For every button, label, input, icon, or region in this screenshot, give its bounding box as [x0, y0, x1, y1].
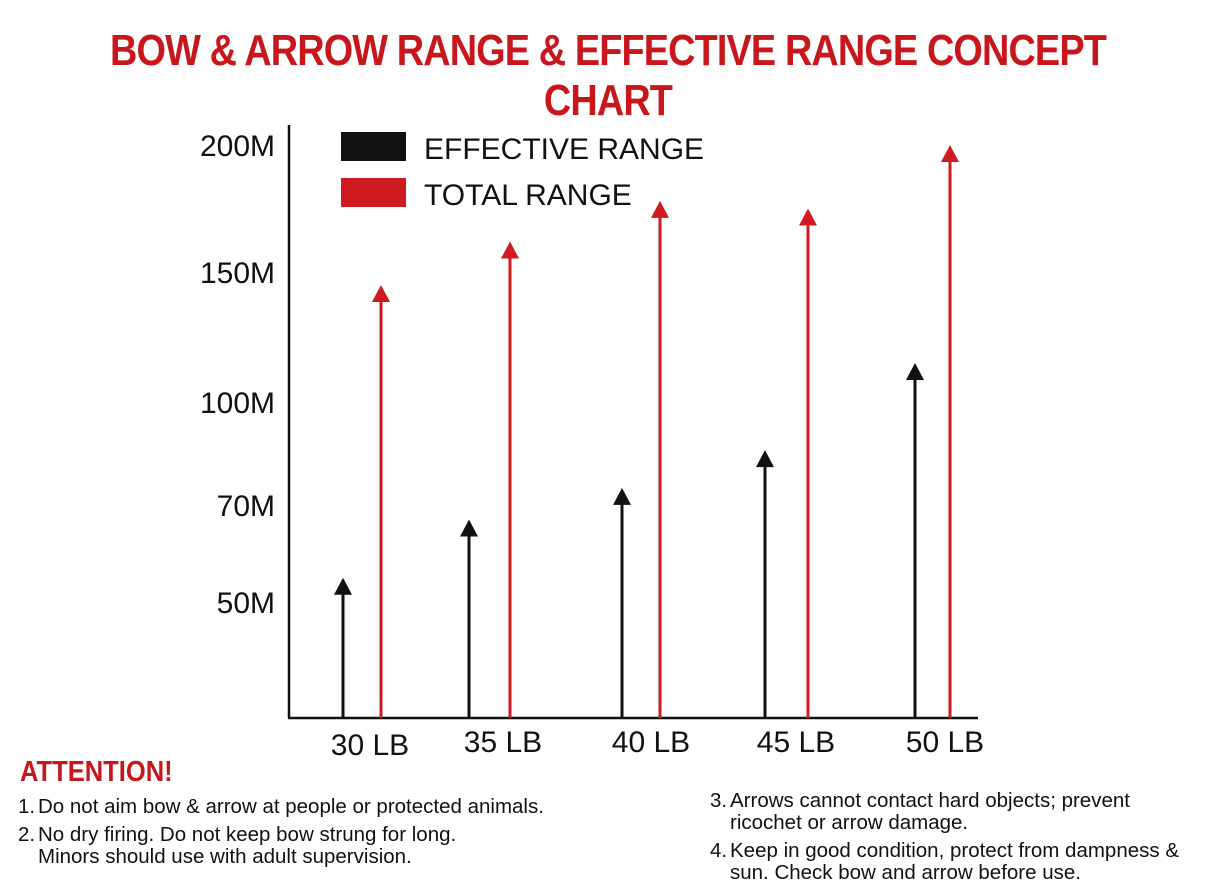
x-tick-label: 50 LB — [906, 726, 984, 759]
total-range-arrow — [941, 145, 959, 718]
attention-heading: ATTENTION! — [20, 756, 173, 788]
x-tick-label: 30 LB — [331, 729, 409, 760]
total-range-arrow — [651, 200, 669, 718]
note-text: Keep in good condition, protect from dam… — [730, 839, 1179, 884]
range-chart: 50M 70M 100M 150M 200M 30 LB 35 LB 40 LB 45 LB 5… — [200, 125, 984, 760]
note-item: 1. Do not aim bow & arrow at people or p… — [18, 796, 578, 818]
note-text: Arrows cannot contact hard objects; prev… — [730, 789, 1130, 834]
legend-item: EFFECTIVE RANGE — [341, 132, 704, 166]
note-number: 4. — [710, 839, 728, 862]
y-tick-labels: 50M 70M 100M 150M 200M — [200, 130, 275, 620]
x-tick-label: 40 LB — [612, 726, 690, 759]
note-item: 2. No dry firing. Do not keep bow strung… — [18, 824, 578, 868]
range-arrows — [334, 145, 959, 718]
note-text: No dry firing. Do not keep bow strung fo… — [38, 823, 457, 868]
total-range-arrow — [372, 285, 390, 718]
x-tick-label: 35 LB — [464, 726, 542, 759]
y-tick-label: 200M — [200, 130, 275, 163]
chart-title: BOW & ARROW RANGE & EFFECTIVE RANGE CONC… — [110, 26, 1107, 125]
effective-range-arrow — [460, 519, 478, 718]
x-tick-label: 45 LB — [757, 726, 835, 759]
x-tick-labels: 30 LB 35 LB 40 LB 45 LB 50 LB — [331, 726, 984, 760]
y-tick-label: 100M — [200, 387, 275, 420]
total-range-arrow — [799, 208, 817, 718]
note-number: 1. — [18, 795, 36, 818]
note-text: Do not aim bow & arrow at people or prot… — [38, 795, 544, 818]
attention-notes-right: 3. Arrows cannot contact hard objects; p… — [710, 790, 1210, 890]
legend: EFFECTIVE RANGE TOTAL RANGE — [341, 132, 704, 212]
effective-range-arrow — [756, 450, 774, 718]
y-tick-label: 70M — [217, 490, 275, 523]
y-tick-label: 50M — [217, 587, 275, 620]
legend-item: TOTAL RANGE — [341, 178, 632, 212]
legend-label: TOTAL RANGE — [424, 179, 632, 212]
legend-swatch — [341, 178, 406, 207]
note-number: 3. — [710, 789, 728, 812]
attention-notes-left: 1. Do not aim bow & arrow at people or p… — [18, 796, 578, 874]
effective-range-arrow — [613, 487, 631, 718]
total-range-arrow — [501, 241, 519, 718]
effective-range-arrow — [906, 363, 924, 718]
note-item: 3. Arrows cannot contact hard objects; p… — [710, 790, 1210, 834]
legend-swatch — [341, 132, 406, 161]
note-number: 2. — [18, 823, 36, 846]
y-tick-label: 150M — [200, 257, 275, 290]
note-item: 4. Keep in good condition, protect from … — [710, 840, 1210, 884]
effective-range-arrow — [334, 577, 352, 718]
legend-label: EFFECTIVE RANGE — [424, 133, 704, 166]
